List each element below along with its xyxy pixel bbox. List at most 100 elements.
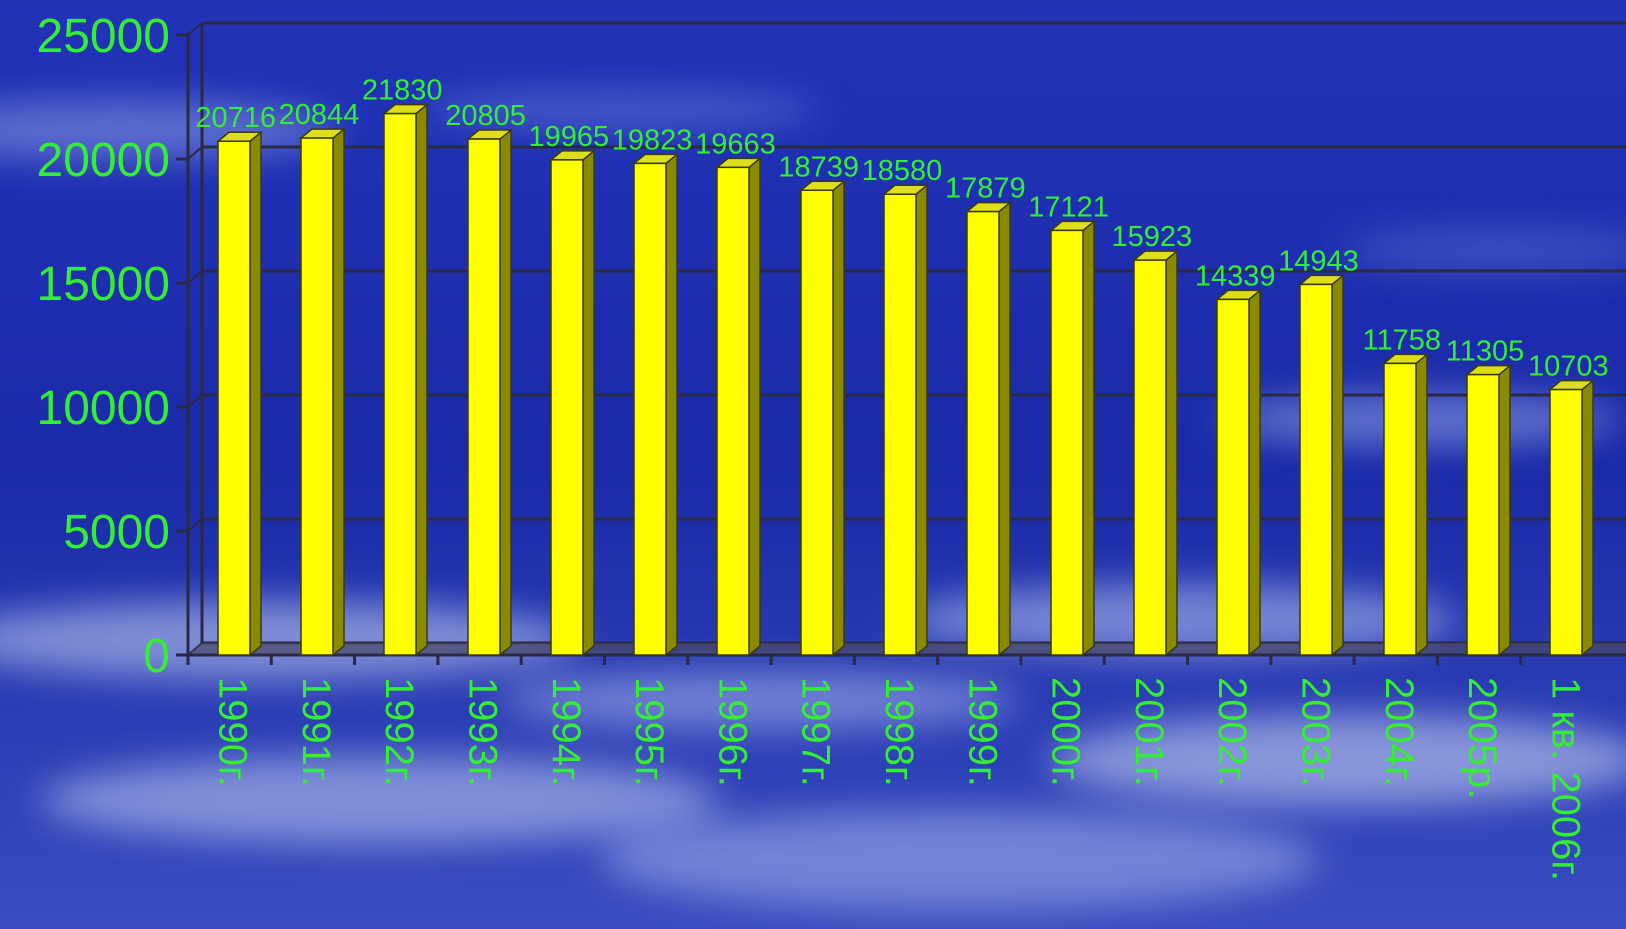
data-label: 19663 xyxy=(695,128,776,160)
gridline-side xyxy=(187,22,203,36)
bar xyxy=(964,201,1013,657)
bar-side xyxy=(249,130,262,657)
bar-front xyxy=(550,159,584,656)
x-axis-ticks: 1990г. 1991г. 1992г. 1993г. 1994г. 1995г. 1996… xyxy=(211,677,1588,881)
bar-front xyxy=(883,193,917,656)
x-tick-label: 1995г. xyxy=(627,677,671,787)
y-tick-label: 5000 xyxy=(63,506,170,559)
data-label: 20805 xyxy=(445,100,526,132)
data-label: 18739 xyxy=(778,151,859,183)
bar-front xyxy=(1549,388,1583,656)
bar-side xyxy=(582,149,595,657)
data-label: 11758 xyxy=(1363,324,1442,356)
bar-side xyxy=(1415,352,1428,657)
y-tick-label: 0 xyxy=(143,630,170,683)
bar xyxy=(798,179,847,657)
bar-front xyxy=(966,210,1000,656)
bar xyxy=(1547,378,1596,657)
x-tick-label: 2005р. xyxy=(1460,677,1504,799)
bar xyxy=(381,103,430,657)
x-tick-label: 1990г. xyxy=(211,677,255,787)
bar xyxy=(1214,288,1263,657)
bar-front xyxy=(1383,362,1417,656)
bar-side xyxy=(915,183,928,657)
data-label: 19823 xyxy=(612,124,693,156)
x-tick-label: 2004г. xyxy=(1377,677,1421,787)
bar xyxy=(465,128,514,657)
y-tick-label: 25000 xyxy=(37,10,170,63)
x-tick-label: 1992г. xyxy=(377,677,421,787)
bar xyxy=(1297,273,1346,657)
bar-front xyxy=(716,166,750,656)
bar-side xyxy=(1331,273,1344,657)
bar-side xyxy=(415,103,428,657)
y-tick-label: 15000 xyxy=(37,258,170,311)
x-tick-label: 2002г. xyxy=(1210,677,1254,787)
bar-front xyxy=(1050,229,1084,656)
bar xyxy=(1131,249,1180,657)
data-label: 20844 xyxy=(279,99,360,131)
bar-side xyxy=(1581,378,1594,657)
bar xyxy=(714,156,763,657)
bar-side xyxy=(748,156,761,657)
data-label: 17121 xyxy=(1028,191,1109,223)
bar xyxy=(631,152,680,657)
data-label: 15923 xyxy=(1112,221,1193,253)
bar xyxy=(881,183,930,657)
x-tick-label: 1999г. xyxy=(960,677,1004,787)
y-axis-ticks: 0 5000 10000 15000 20000 25000 xyxy=(37,10,170,683)
x-tick-label: 1 кв. 2006г. xyxy=(1543,677,1587,881)
bar-side xyxy=(1165,249,1178,657)
data-label: 14943 xyxy=(1278,245,1359,277)
bar-front xyxy=(1133,259,1167,656)
bar-side xyxy=(998,201,1011,657)
data-label: 14339 xyxy=(1195,260,1276,292)
bar-side xyxy=(832,179,845,657)
bar-side xyxy=(1082,219,1095,657)
bar xyxy=(298,127,347,657)
bar-side xyxy=(1498,364,1511,657)
gridline-side xyxy=(187,270,203,284)
x-tick-label: 2001г. xyxy=(1127,677,1171,787)
y-tick-label: 10000 xyxy=(37,382,170,435)
x-tick-label: 2003г. xyxy=(1293,677,1337,787)
y-tick-label: 20000 xyxy=(37,134,170,187)
bar-side xyxy=(499,128,512,657)
bars xyxy=(215,103,1596,657)
x-tick-label: 1991г. xyxy=(294,677,338,787)
x-tick-label: 1996г. xyxy=(710,677,754,787)
gridline-side xyxy=(187,394,203,408)
data-label: 19965 xyxy=(528,121,609,153)
bar xyxy=(1464,364,1513,657)
bar xyxy=(548,149,597,657)
x-tick-label: 2000г. xyxy=(1044,677,1088,787)
bar-front xyxy=(1299,283,1333,656)
bar-front xyxy=(800,189,834,656)
data-label: 17879 xyxy=(945,173,1026,205)
bar-side xyxy=(1248,288,1261,657)
x-tick-label: 1997г. xyxy=(794,677,838,787)
bar-side xyxy=(665,152,678,657)
gridline-side xyxy=(187,518,203,532)
bar xyxy=(1048,219,1097,657)
bar-side xyxy=(332,127,345,657)
bar xyxy=(1381,352,1430,657)
data-label: 10703 xyxy=(1528,351,1609,383)
data-label: 20716 xyxy=(195,102,276,134)
bar-front xyxy=(217,140,251,656)
gridline-side xyxy=(187,146,203,160)
x-tick-label: 1993г. xyxy=(461,677,505,787)
bar-front xyxy=(1466,373,1500,656)
bar-front xyxy=(383,112,417,656)
x-tick-label: 1994г. xyxy=(544,677,588,787)
bar-front xyxy=(633,162,667,656)
data-label: 21830 xyxy=(362,75,443,107)
data-label: 11305 xyxy=(1446,336,1525,368)
bar-front xyxy=(1216,298,1250,656)
data-label: 18580 xyxy=(862,155,943,187)
bar-front xyxy=(467,138,501,656)
bar xyxy=(215,130,264,657)
